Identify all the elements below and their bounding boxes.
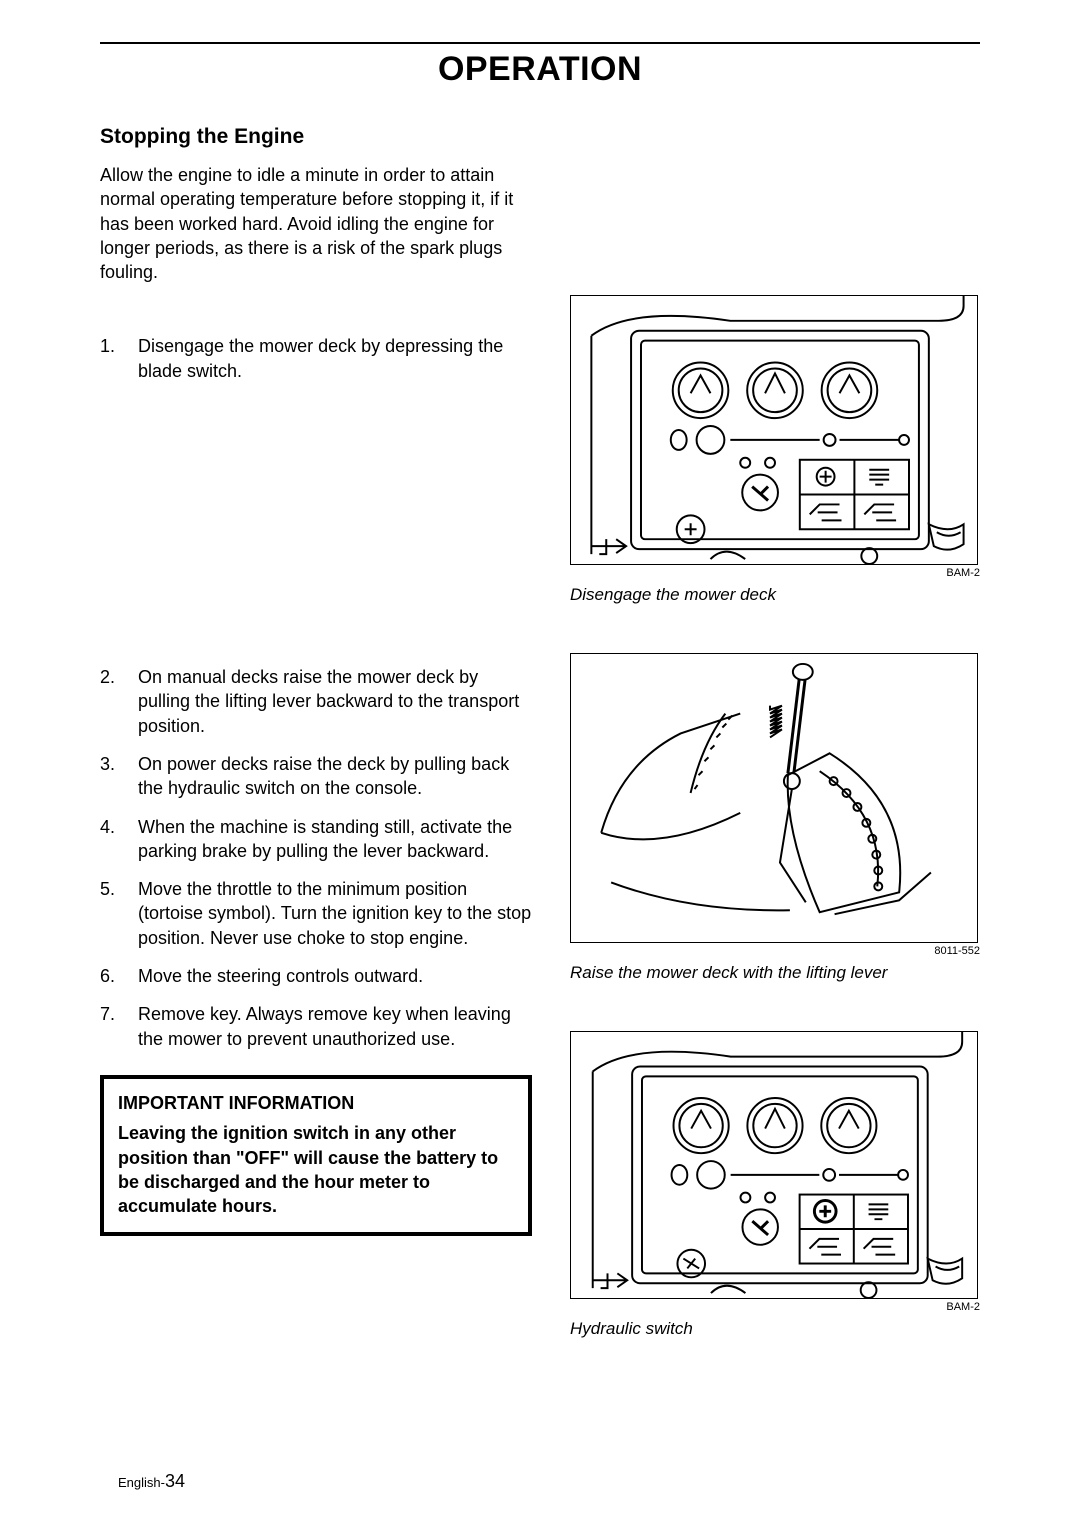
page-title: OPERATION xyxy=(100,50,980,89)
page: OPERATION Stopping the Engine Allow the … xyxy=(0,0,1080,1528)
figure-caption: Raise the mower deck with the lifting le… xyxy=(570,963,980,983)
spacer xyxy=(100,397,532,665)
page-footer: English-34 xyxy=(118,1471,185,1492)
intro-paragraph: Allow the engine to idle a minute in ord… xyxy=(100,163,532,284)
step-list-top: Disengage the mower deck by depressing t… xyxy=(100,334,532,383)
right-column: BAM-2 Disengage the mower deck xyxy=(570,125,980,1387)
figure-lifting-lever: 8011-552 Raise the mower deck with the l… xyxy=(570,653,980,983)
section-title: Stopping the Engine xyxy=(100,125,532,149)
info-box-body: Leaving the ignition switch in any other… xyxy=(118,1121,514,1218)
left-column: Stopping the Engine Allow the engine to … xyxy=(100,125,532,1387)
figure-code: BAM-2 xyxy=(570,567,980,579)
footer-page-number: 34 xyxy=(165,1471,185,1491)
step-item: Remove key. Always remove key when leavi… xyxy=(100,1002,532,1051)
info-box-title: IMPORTANT INFORMATION xyxy=(118,1091,514,1115)
important-info-box: IMPORTANT INFORMATION Leaving the igniti… xyxy=(100,1075,532,1236)
step-list-rest: On manual decks raise the mower deck by … xyxy=(100,665,532,1051)
step-item: On manual decks raise the mower deck by … xyxy=(100,665,532,738)
step-item: Move the throttle to the minimum positio… xyxy=(100,877,532,950)
figure-code: BAM-2 xyxy=(570,1301,980,1313)
hydraulic-switch-illustration xyxy=(570,1031,978,1299)
control-panel-illustration xyxy=(570,295,978,565)
figure-caption: Hydraulic switch xyxy=(570,1319,980,1339)
step-item: Disengage the mower deck by depressing t… xyxy=(100,334,532,383)
header-rule xyxy=(100,42,980,44)
spacer xyxy=(570,125,980,295)
step-item: Move the steering controls outward. xyxy=(100,964,532,988)
figure-hydraulic-switch: BAM-2 Hydraulic switch xyxy=(570,1031,980,1339)
lifting-lever-illustration xyxy=(570,653,978,943)
footer-lang: English- xyxy=(118,1475,165,1490)
content-columns: Stopping the Engine Allow the engine to … xyxy=(100,125,980,1387)
figure-code: 8011-552 xyxy=(570,945,980,957)
step-item: On power decks raise the deck by pulling… xyxy=(100,752,532,801)
figure-caption: Disengage the mower deck xyxy=(570,585,980,605)
step-item: When the machine is standing still, acti… xyxy=(100,815,532,864)
figure-disengage-deck: BAM-2 Disengage the mower deck xyxy=(570,295,980,605)
